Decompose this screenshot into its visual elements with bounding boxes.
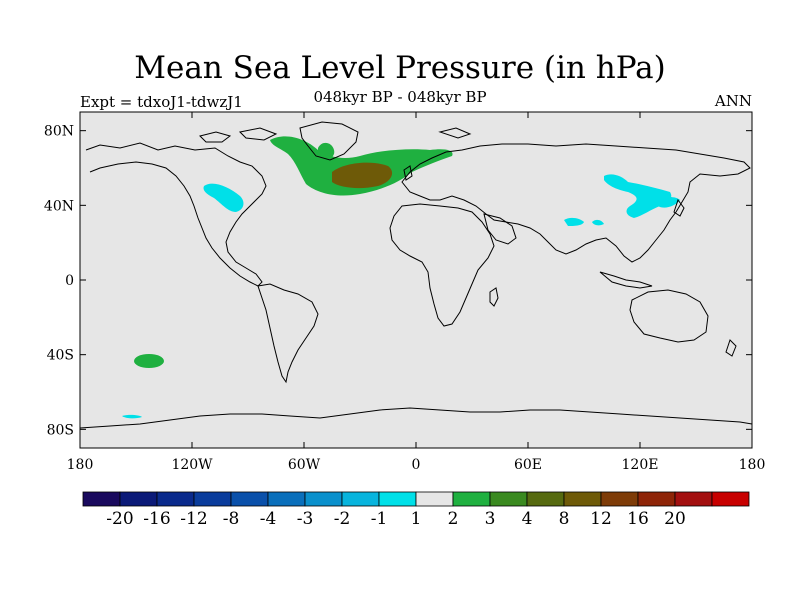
eurasia-coast — [401, 143, 751, 263]
colorbar: -20 -16 -12 -8 -4 -3 -2 -1 1 2 3 4 8 12 16 20 — [82, 491, 750, 529]
lat-tick-label: 40N — [44, 198, 74, 214]
colorbar-swatch — [341, 491, 380, 507]
colorbar-swatch — [230, 491, 269, 507]
lat-tick-label: 0 — [65, 273, 74, 289]
colorbar-swatch — [600, 491, 639, 507]
arabia-coast — [483, 213, 517, 245]
colorbar-label: 20 — [664, 509, 686, 529]
lon-tick-label: 60W — [288, 457, 321, 473]
east-asia-anomaly — [604, 174, 672, 218]
lon-tick-label: 60E — [514, 457, 542, 473]
experiment-label: Expt = tdxoJ1-tdwzJ1 — [80, 93, 243, 111]
colorbar-swatch — [489, 491, 528, 507]
colorbar-label: 12 — [590, 509, 612, 529]
colorbar-swatch — [267, 491, 306, 507]
season-label: ANN — [714, 92, 752, 110]
colorbar-label: -12 — [180, 509, 207, 529]
colorbar-swatch — [119, 491, 158, 507]
colorbar-label: -3 — [297, 509, 314, 529]
latitude-axis: 80N 40N 0 40S 80S — [44, 124, 752, 438]
period-label: 048kyr BP - 048kyr BP — [313, 88, 487, 106]
colorbar-label: 4 — [522, 509, 533, 529]
colorbar-label: 3 — [485, 509, 496, 529]
colorbar-swatch — [526, 491, 565, 507]
colorbar-label: 2 — [448, 509, 459, 529]
colorbar-swatch — [82, 491, 121, 507]
southern-ocean-anomaly — [122, 414, 142, 419]
north-america-anomaly — [203, 183, 244, 212]
colorbar-swatch — [637, 491, 676, 507]
new-zealand-coast — [725, 339, 737, 357]
colorbar-swatch — [193, 491, 232, 507]
lat-tick-label: 80N — [44, 124, 74, 140]
colorbar-swatch — [674, 491, 713, 507]
map-title: Mean Sea Level Pressure (in hPa) — [134, 50, 666, 86]
longitude-axis: 180 120W 60W 0 60E 120E 180 — [67, 112, 766, 473]
madagascar-coast — [489, 287, 499, 307]
colorbar-label: 8 — [559, 509, 570, 529]
colorbar-label: 1 — [411, 509, 422, 529]
greenland-anomaly — [318, 142, 335, 159]
north-america-coast — [85, 142, 267, 287]
map-panel: 80N 40N 0 40S 80S 180 120W 60W 0 60E 120E 180 — [44, 111, 766, 473]
colorbar-swatch — [452, 491, 491, 507]
arctic-islands-coast — [199, 127, 472, 143]
colorbar-label: 16 — [627, 509, 649, 529]
tibet-anomaly — [592, 219, 604, 226]
lat-tick-label: 40S — [47, 348, 74, 364]
japan-coast — [673, 198, 685, 217]
colorbar-label: -4 — [260, 509, 277, 529]
indonesia-coast — [599, 271, 653, 289]
north-atlantic-anomaly-high — [332, 162, 393, 189]
lon-tick-label: 120E — [622, 457, 659, 473]
lon-tick-label: 0 — [412, 457, 421, 473]
south-america-coast — [257, 283, 319, 384]
colorbar-swatch — [415, 491, 454, 507]
lon-tick-label: 180 — [67, 457, 94, 473]
lon-tick-label: 120W — [171, 457, 213, 473]
colorbar-label: -1 — [371, 509, 388, 529]
lat-tick-label: 80S — [47, 422, 74, 438]
colorbar-swatch — [711, 491, 750, 507]
japan-anomaly — [656, 197, 680, 208]
colorbar-swatch — [378, 491, 417, 507]
colorbar-label: -20 — [106, 509, 133, 529]
uk-coast — [403, 165, 413, 181]
colorbar-swatch — [563, 491, 602, 507]
coastlines — [79, 121, 753, 429]
africa-coast — [389, 203, 495, 327]
australia-coast — [629, 289, 709, 343]
colorbar-label: -16 — [143, 509, 170, 529]
colorbar-label: -8 — [223, 509, 240, 529]
central-asia-anomaly — [564, 217, 584, 226]
anomaly-fields — [122, 136, 680, 419]
colorbar-swatch — [156, 491, 195, 507]
greenland-coast — [299, 121, 359, 161]
lon-tick-label: 180 — [739, 457, 766, 473]
colorbar-label: -2 — [334, 509, 351, 529]
south-pacific-anomaly — [134, 354, 164, 368]
colorbar-swatch — [304, 491, 343, 507]
antarctica-coast — [79, 407, 753, 429]
